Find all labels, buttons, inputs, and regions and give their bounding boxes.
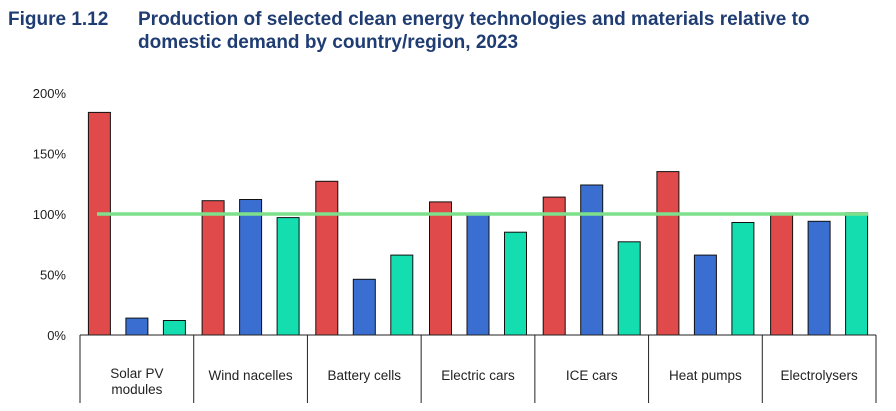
bar xyxy=(87,111,111,336)
bar xyxy=(580,184,604,336)
bar xyxy=(201,200,225,336)
bar xyxy=(693,254,717,336)
y-tick-label: 50% xyxy=(40,268,66,283)
figure-title: Figure 1.12 Production of selected clean … xyxy=(8,8,888,54)
bar xyxy=(239,199,263,336)
bar xyxy=(125,317,149,336)
category-label: Battery cells xyxy=(328,368,402,383)
y-tick-label: 150% xyxy=(33,147,67,162)
bar xyxy=(807,220,831,336)
category-label: ICE cars xyxy=(566,368,618,383)
bar xyxy=(276,217,300,336)
bar xyxy=(162,320,186,336)
bar xyxy=(542,196,566,336)
bar xyxy=(466,213,490,336)
category-label: Wind nacelles xyxy=(209,368,293,383)
y-tick-label: 200% xyxy=(33,86,67,101)
bar xyxy=(352,278,376,336)
category-label: Electric cars xyxy=(441,368,515,383)
bar xyxy=(656,171,680,336)
y-tick-label: 0% xyxy=(47,328,66,343)
bar xyxy=(731,222,755,336)
bar xyxy=(390,254,414,336)
bar xyxy=(617,241,641,336)
figure-number: Figure 1.12 xyxy=(8,9,109,30)
category-label: Heat pumps xyxy=(669,368,742,383)
bar xyxy=(315,180,339,336)
bar xyxy=(504,231,527,336)
category-label: Solar PV xyxy=(110,366,163,381)
bar xyxy=(429,201,452,336)
category-label: modules xyxy=(111,382,162,397)
category-label: Electrolysers xyxy=(781,368,859,383)
bar xyxy=(770,213,794,336)
y-tick-label: 100% xyxy=(33,207,67,222)
figure-title-line2: domestic demand by country/region, 2023 xyxy=(138,32,519,53)
figure-title-line1: Production of selected clean energy tech… xyxy=(138,9,810,30)
bar xyxy=(845,212,869,336)
